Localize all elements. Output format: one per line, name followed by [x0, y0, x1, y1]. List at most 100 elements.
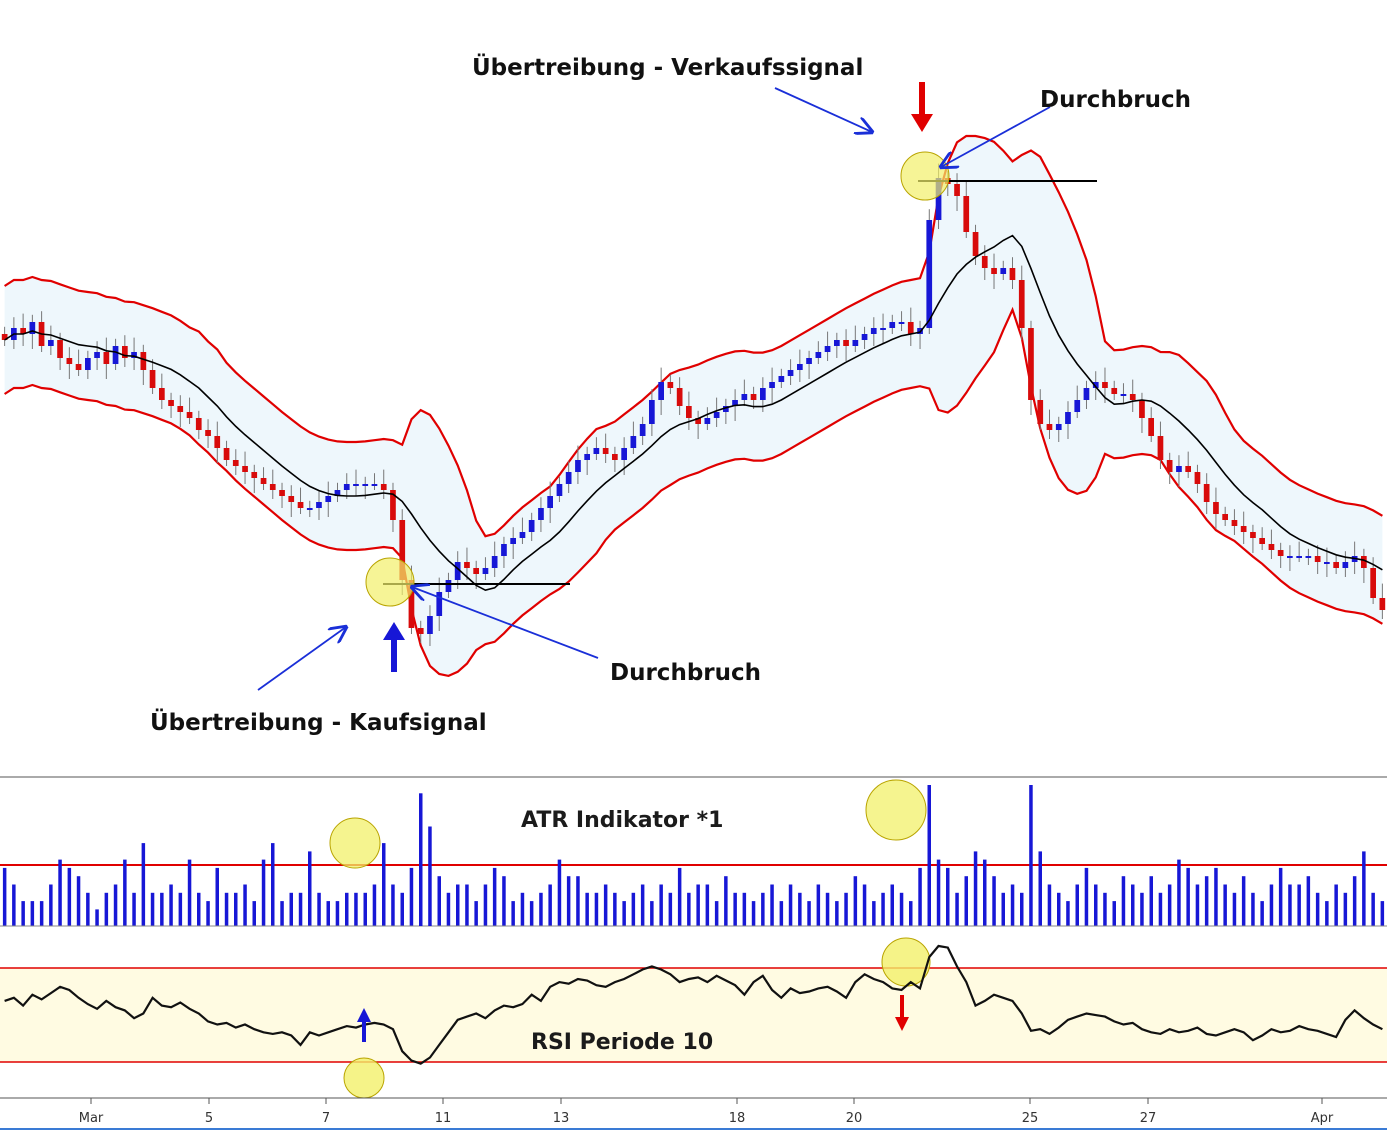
candle-body: [1203, 484, 1210, 502]
atr-bar: [1362, 851, 1366, 926]
atr-bar: [335, 901, 340, 926]
atr-bar: [909, 901, 913, 926]
atr-bar: [465, 884, 469, 926]
candle: [602, 433, 609, 463]
candle-body: [1305, 556, 1312, 558]
candle-body: [852, 340, 859, 346]
candle: [713, 397, 720, 427]
candle: [1222, 506, 1228, 526]
atr-bar: [835, 901, 839, 926]
candle: [186, 397, 193, 424]
atr-bar: [548, 884, 552, 926]
candle-body: [279, 490, 285, 496]
atr-bar: [317, 892, 321, 926]
atr-bar: [58, 859, 62, 926]
candle: [584, 446, 590, 475]
atr-bar: [1343, 892, 1348, 926]
candle-body: [1055, 424, 1062, 430]
candle-body: [1259, 538, 1265, 544]
candle: [639, 416, 646, 445]
atr-bar: [409, 867, 414, 926]
candle: [436, 577, 443, 631]
candle: [519, 517, 526, 544]
atr-bar: [770, 884, 774, 926]
atr-bar: [798, 892, 802, 926]
candle: [1379, 583, 1386, 619]
candle: [880, 313, 886, 343]
candle-body: [1166, 460, 1173, 472]
x-tick-label: 18: [729, 1111, 746, 1126]
candle: [214, 421, 221, 463]
candle: [1185, 451, 1191, 478]
candle-body: [390, 490, 396, 520]
sell-signal-arrow: [911, 82, 933, 132]
atr-bar: [446, 892, 451, 926]
candle-body: [593, 448, 600, 454]
candle: [205, 419, 211, 448]
candle-body: [1065, 412, 1071, 424]
atr-bar: [659, 884, 663, 926]
atr-bar: [899, 892, 904, 926]
buy-signal-arrow: [383, 622, 405, 672]
atr-bar: [1066, 901, 1070, 926]
atr-bar: [853, 876, 858, 926]
candle-body: [454, 562, 461, 580]
atr-panel: ATR Indikator *1: [0, 779, 1387, 927]
candle: [1240, 511, 1247, 544]
x-tick-label: 7: [322, 1111, 330, 1126]
candle-body: [445, 580, 452, 592]
candle-body: [741, 394, 748, 400]
candle: [630, 421, 637, 454]
x-tick-label: Apr: [1311, 1111, 1334, 1126]
atr-bar: [1315, 892, 1320, 926]
candle-body: [602, 448, 609, 454]
atr-bar: [1084, 867, 1089, 926]
candle-body: [334, 490, 341, 496]
candle-body: [824, 346, 831, 352]
atr-bar: [104, 892, 109, 926]
candle-body: [889, 322, 896, 328]
candle: [380, 469, 387, 499]
candle: [815, 341, 822, 364]
candle-body: [288, 496, 295, 502]
rsi-sell-arrow: [895, 995, 909, 1031]
candle-body: [214, 436, 221, 448]
candle: [593, 437, 600, 460]
atr-bar: [650, 901, 654, 926]
atr-bar: [751, 901, 756, 926]
candle: [723, 398, 729, 424]
atr-bar: [113, 884, 118, 926]
candlestick-series: [1, 163, 1386, 646]
candle: [824, 331, 831, 361]
candle: [898, 311, 905, 331]
atr-bar: [261, 859, 266, 926]
atr-bar: [150, 892, 155, 926]
bollinger-upper-band: [4, 134, 1383, 538]
candle: [501, 536, 507, 568]
atr-bar: [2, 867, 7, 926]
atr-bar: [1195, 884, 1200, 926]
atr-bar: [437, 876, 441, 926]
atr-bar: [49, 884, 53, 926]
candle: [242, 451, 248, 484]
candle: [85, 350, 91, 379]
candle-body: [1148, 418, 1154, 436]
candle: [1037, 389, 1044, 430]
candle-body: [778, 376, 785, 382]
candle: [1342, 551, 1349, 577]
candle-body: [1009, 268, 1016, 280]
candle: [325, 481, 332, 517]
candle-body: [223, 448, 230, 460]
atr-bar: [271, 843, 275, 926]
candle-body: [1287, 556, 1293, 558]
atr-bar: [197, 892, 201, 926]
candle: [1046, 409, 1053, 439]
candle-body: [1, 334, 8, 340]
candle: [797, 349, 803, 382]
candle: [852, 325, 859, 352]
atr-bar: [178, 892, 183, 926]
atr-highlight-low: [329, 817, 381, 869]
candle-body: [732, 400, 738, 406]
atr-bar: [252, 901, 256, 926]
atr-bar: [816, 884, 821, 926]
